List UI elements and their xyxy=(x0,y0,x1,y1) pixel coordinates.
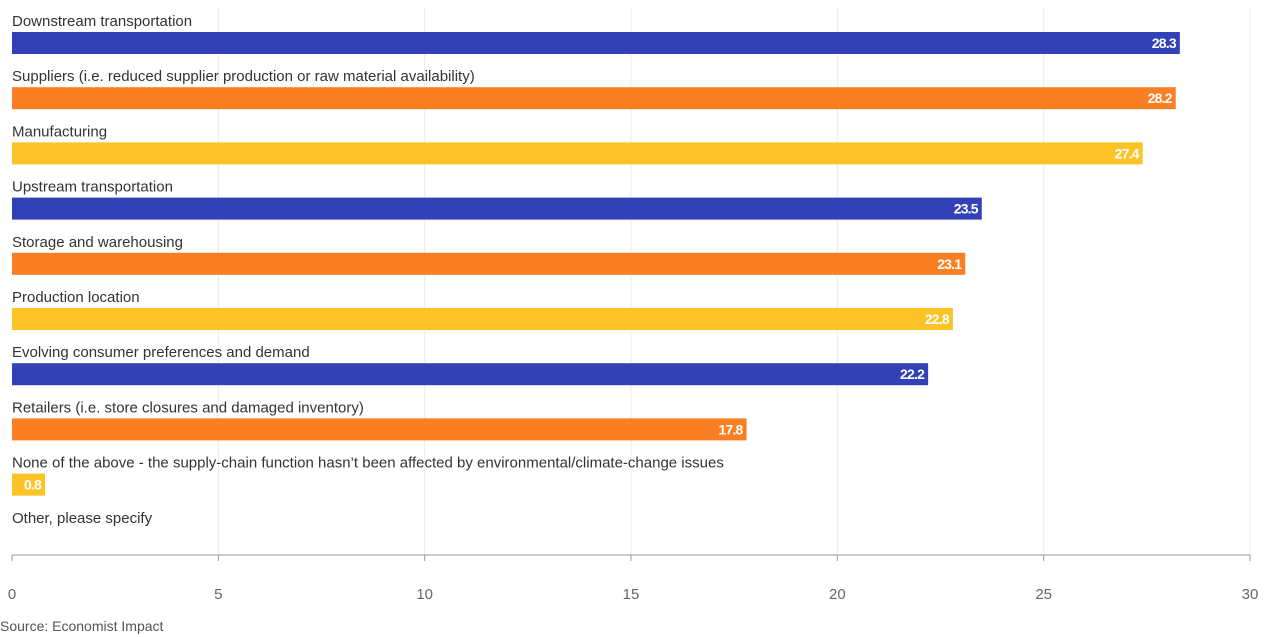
category-label: Evolving consumer preferences and demand xyxy=(12,344,310,361)
category-label: Upstream transportation xyxy=(12,179,173,196)
x-tick-label: 0 xyxy=(8,586,16,603)
bar xyxy=(12,142,1143,165)
data-label: 0.8 xyxy=(24,477,42,493)
x-axis: 0 5 10 15 20 25 30 xyxy=(8,554,1259,603)
bar xyxy=(12,252,966,275)
data-label: 23.1 xyxy=(937,256,962,272)
category-label: Production location xyxy=(12,289,140,306)
bar xyxy=(12,308,953,330)
bar xyxy=(12,363,929,386)
bar xyxy=(12,197,982,220)
data-label: 27.4 xyxy=(1115,145,1140,161)
x-tick-label: 10 xyxy=(416,586,433,603)
data-label: 22.2 xyxy=(900,366,925,382)
x-tick-label: 30 xyxy=(1242,586,1259,603)
category-label: None of the above - the supply-chain fun… xyxy=(12,455,724,472)
data-label: 23.5 xyxy=(954,201,979,217)
bars: Downstream transportation 28.3 Suppliers (… xyxy=(12,13,1180,527)
category-label: Storage and warehousing xyxy=(12,234,183,251)
data-label: 28.2 xyxy=(1148,90,1173,106)
category-label: Suppliers (i.e. reduced supplier product… xyxy=(12,68,475,85)
x-tick-label: 20 xyxy=(829,586,846,603)
x-tick-label: 5 xyxy=(214,586,222,603)
data-label: 22.8 xyxy=(925,311,950,327)
x-tick-label: 25 xyxy=(1035,586,1052,603)
x-tick-label: 15 xyxy=(623,586,640,603)
bar xyxy=(12,87,1176,110)
category-label: Other, please specify xyxy=(12,510,153,527)
data-label: 28.3 xyxy=(1152,35,1177,51)
bar xyxy=(12,32,1180,54)
category-label: Downstream transportation xyxy=(12,13,192,30)
data-label: 17.8 xyxy=(718,421,743,437)
category-label: Retailers (i.e. store closures and damag… xyxy=(12,399,364,416)
bar xyxy=(12,473,46,496)
source-note: Source: Economist Impact xyxy=(0,618,164,634)
bar xyxy=(12,418,747,441)
category-label: Manufacturing xyxy=(12,123,107,140)
